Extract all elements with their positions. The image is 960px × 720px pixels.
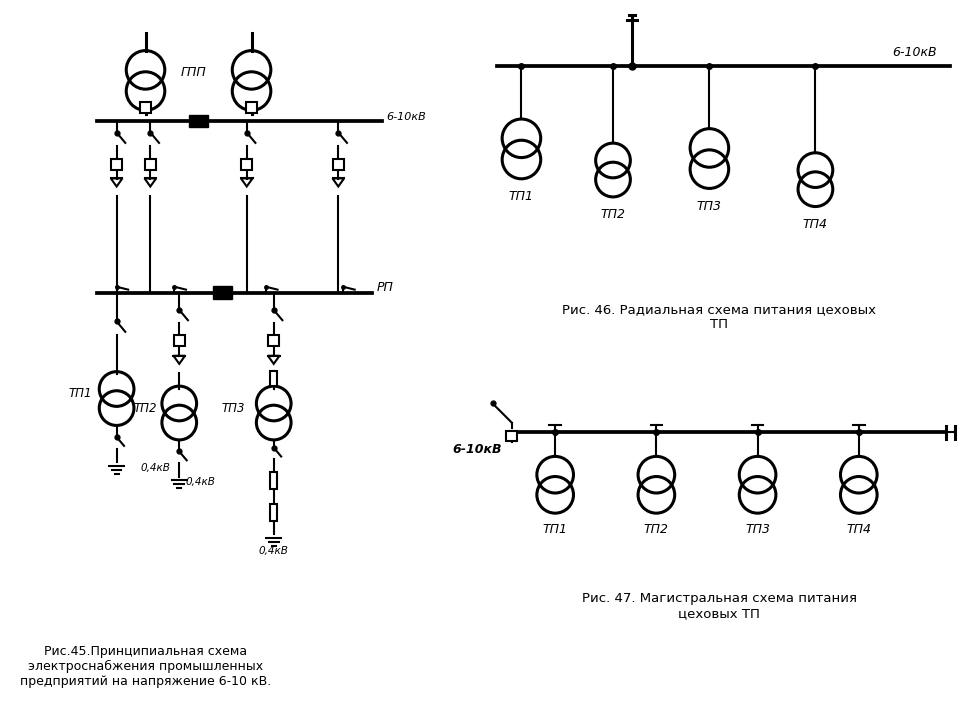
Bar xyxy=(271,472,277,489)
Text: ТП1: ТП1 xyxy=(542,523,567,536)
Bar xyxy=(271,503,277,521)
Text: РП: РП xyxy=(377,282,394,294)
Bar xyxy=(507,431,517,441)
Text: ТП3: ТП3 xyxy=(697,200,722,213)
Bar xyxy=(247,102,257,113)
Bar xyxy=(189,114,208,127)
Text: ТП4: ТП4 xyxy=(803,218,828,231)
Text: ТП4: ТП4 xyxy=(847,523,872,536)
Text: ГПП: ГПП xyxy=(180,66,206,79)
Text: ТП1: ТП1 xyxy=(509,190,534,203)
Bar xyxy=(145,159,156,170)
Bar xyxy=(241,159,252,170)
Text: ТП2: ТП2 xyxy=(644,523,669,536)
Text: 0,4кВ: 0,4кВ xyxy=(259,546,289,556)
Bar xyxy=(213,287,232,299)
Bar xyxy=(111,159,122,170)
Text: 0,4кВ: 0,4кВ xyxy=(185,477,215,487)
Bar xyxy=(269,336,279,346)
Text: 6-10кВ: 6-10кВ xyxy=(453,443,502,456)
Bar xyxy=(271,371,277,386)
Text: 6-10кВ: 6-10кВ xyxy=(893,46,937,59)
Text: Рис.45.Принципиальная схема
электроснабжения промышленных
предприятий на напряже: Рис.45.Принципиальная схема электроснабж… xyxy=(20,645,271,688)
Bar xyxy=(174,336,184,346)
Text: ТП3: ТП3 xyxy=(222,402,245,415)
Text: ТП3: ТП3 xyxy=(745,523,770,536)
Bar xyxy=(140,102,151,113)
Text: ТП2: ТП2 xyxy=(601,209,626,222)
Text: Рис. 46. Радиальная схема питания цеховых
ТП: Рис. 46. Радиальная схема питания цеховы… xyxy=(562,302,876,330)
Text: Рис. 47. Магистральная схема питания
цеховых ТП: Рис. 47. Магистральная схема питания цех… xyxy=(582,592,856,620)
Text: 0,4кВ: 0,4кВ xyxy=(140,463,170,473)
Text: 6-10кВ: 6-10кВ xyxy=(387,112,426,122)
Text: ТП1: ТП1 xyxy=(68,387,92,400)
Bar xyxy=(333,159,344,170)
Text: ТП2: ТП2 xyxy=(133,402,157,415)
